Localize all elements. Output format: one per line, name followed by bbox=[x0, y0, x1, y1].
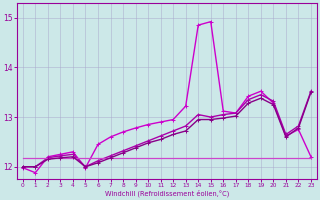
X-axis label: Windchill (Refroidissement éolien,°C): Windchill (Refroidissement éolien,°C) bbox=[105, 190, 229, 197]
